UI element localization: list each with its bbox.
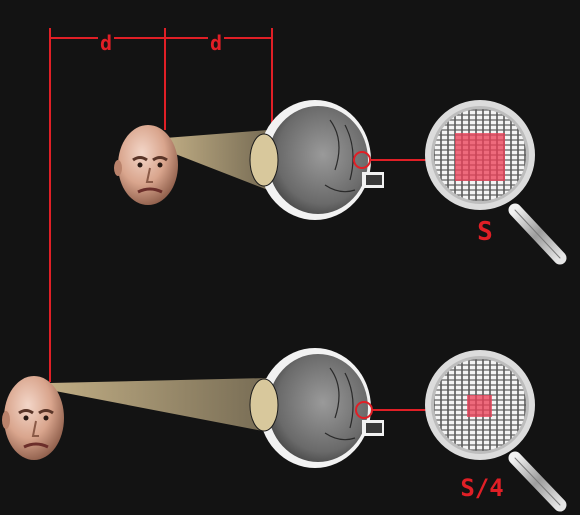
distance-label-d2: d (210, 31, 222, 55)
far-eye-icon (249, 348, 384, 468)
near-magnifier-icon (425, 100, 567, 265)
far-size-label: S/4 (460, 474, 503, 502)
near-size-label: S (477, 217, 493, 247)
near-eye-icon (249, 100, 384, 220)
near-scenario: S (114, 100, 567, 265)
far-retina-image-patch (467, 395, 492, 417)
far-scenario: S/4 (2, 348, 567, 512)
far-light-cone (50, 378, 268, 432)
distance-label-d1: d (100, 31, 112, 55)
near-light-cone (165, 130, 268, 190)
distance-dimension (49, 28, 273, 382)
near-face-icon (114, 125, 178, 205)
near-retina-image-patch (455, 133, 505, 181)
far-magnifier-icon (425, 350, 567, 512)
far-face-icon (2, 376, 64, 460)
